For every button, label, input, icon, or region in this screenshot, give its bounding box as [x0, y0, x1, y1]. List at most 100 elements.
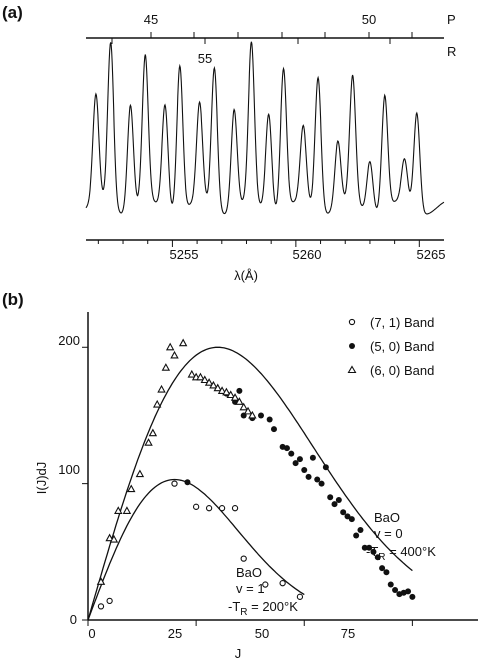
- data-point-open-triangle: [209, 380, 218, 389]
- p-tick-label: 50: [362, 12, 376, 27]
- p-tick-label: 45: [144, 12, 158, 27]
- data-point-open-triangle: [248, 410, 257, 419]
- legend-marker-open-circle: [348, 318, 356, 326]
- data-point-filled-circle: [370, 548, 377, 555]
- data-point-filled-circle: [314, 476, 321, 483]
- panel-b-label: (b): [2, 290, 24, 309]
- x-tick-label: 5255: [170, 247, 199, 262]
- data-point-filled-circle: [353, 532, 360, 539]
- r-tick-label: 55: [198, 51, 212, 66]
- data-point-filled-circle: [266, 416, 273, 423]
- data-point-open-triangle: [105, 533, 114, 542]
- data-point-filled-circle: [366, 544, 373, 551]
- data-point-filled-circle: [258, 412, 264, 419]
- data-point-filled-circle: [236, 387, 243, 394]
- data-point-open-triangle: [127, 484, 136, 493]
- data-point-filled-circle: [335, 497, 342, 503]
- data-point-filled-circle: [301, 467, 308, 473]
- curve-v0: [87, 346, 413, 621]
- data-point-open-triangle: [122, 506, 132, 514]
- annotation-line: BaO: [236, 565, 262, 580]
- data-point-open-triangle: [148, 428, 158, 437]
- curve-v1: [87, 478, 305, 621]
- x-tick-label: 75: [341, 626, 355, 641]
- data-point-open-triangle: [144, 438, 153, 446]
- annotation-line: -TR = 400°K: [366, 544, 436, 563]
- data-point-open-triangle: [152, 399, 162, 408]
- y-axis-title: I(J)dJ: [34, 462, 49, 495]
- data-point-filled-circle: [340, 509, 347, 516]
- annotation-line: v = 0: [374, 526, 403, 541]
- data-point-filled-circle: [374, 554, 381, 561]
- data-points: [96, 338, 416, 610]
- y-tick-label: 100: [58, 462, 80, 477]
- data-point-open-triangle: [222, 387, 231, 396]
- data-point-filled-circle: [305, 473, 312, 480]
- data-point-filled-circle: [379, 565, 386, 572]
- data-point-open-triangle: [165, 342, 175, 351]
- data-point-open-triangle: [213, 383, 222, 392]
- data-point-open-circle: [171, 480, 178, 487]
- data-point-open-triangle: [161, 363, 171, 371]
- data-point-filled-circle: [348, 516, 355, 523]
- legend-marker-filled-circle: [349, 343, 355, 349]
- data-point-filled-circle: [405, 588, 412, 595]
- data-point-filled-circle: [361, 544, 368, 551]
- data-point-open-circle: [97, 603, 105, 610]
- axis-ticks: [82, 346, 413, 626]
- data-point-filled-circle: [327, 494, 334, 501]
- annotation-v1: BaO v = 1 -TR = 200°K: [228, 565, 298, 618]
- data-point-open-circle: [106, 597, 113, 605]
- data-point-open-triangle: [157, 384, 166, 393]
- x-axis-title: λ(Å): [234, 268, 258, 283]
- data-point-open-triangle: [230, 393, 240, 401]
- data-point-filled-circle: [392, 587, 399, 593]
- y-tick-label: 0: [70, 612, 77, 627]
- legend-label: (6, 0) Band: [370, 363, 434, 378]
- data-point-open-triangle: [226, 390, 235, 399]
- data-point-filled-circle: [309, 454, 316, 461]
- x-tick-label: 0: [88, 626, 95, 641]
- annotation-line: -TR = 200°K: [228, 599, 298, 618]
- data-point-filled-circle: [292, 460, 299, 467]
- data-point-filled-circle: [383, 569, 390, 576]
- legend-label: (7, 1) Band: [370, 315, 434, 330]
- data-point-open-circle: [218, 505, 226, 512]
- data-point-filled-circle: [270, 426, 277, 433]
- data-point-open-triangle: [235, 397, 244, 405]
- panel-b: (b) 0 100 200 0 25 50 75 I(J)dJ J (7, 1)…: [2, 290, 478, 661]
- data-point-open-triangle: [187, 369, 197, 378]
- data-point-filled-circle: [322, 464, 329, 471]
- data-point-open-triangle: [96, 577, 106, 585]
- data-point-filled-circle: [283, 445, 290, 452]
- data-point-open-triangle: [204, 378, 214, 386]
- data-point-filled-circle: [331, 501, 338, 508]
- data-point-open-triangle: [243, 406, 253, 415]
- data-point-open-triangle: [170, 350, 179, 359]
- top-scale-ticks: [111, 32, 413, 44]
- panel-a: (a) 45 50 55 P R 5255 5260 5265 λ(Å): [2, 3, 456, 283]
- data-point-filled-circle: [357, 527, 364, 533]
- data-point-open-circle: [279, 580, 286, 587]
- data-point-filled-circle: [387, 581, 394, 588]
- data-point-open-circle: [296, 593, 304, 600]
- data-point-open-triangle: [239, 402, 248, 411]
- data-point-filled-circle: [184, 479, 191, 486]
- annotation-line: v = 1: [236, 581, 265, 596]
- legend-label: (5, 0) Band: [370, 339, 434, 354]
- x-tick-label: 5265: [417, 247, 446, 262]
- data-point-open-triangle: [200, 375, 210, 384]
- x-tick-label: 5260: [293, 247, 322, 262]
- x-axis-ticks: [97, 240, 420, 247]
- data-point-open-triangle: [196, 372, 205, 381]
- legend-marker-open-triangle: [347, 365, 357, 374]
- legend: (7, 1) Band (5, 0) Band (6, 0) Band: [347, 315, 434, 378]
- data-point-open-triangle: [114, 506, 123, 514]
- x-tick-label: 50: [255, 626, 269, 641]
- data-point-open-circle: [192, 503, 200, 510]
- data-point-filled-circle: [288, 450, 295, 457]
- data-point-open-triangle: [217, 386, 227, 394]
- spectrum-trace: [85, 41, 445, 215]
- data-point-filled-circle: [318, 480, 325, 487]
- data-point-open-circle: [240, 555, 247, 562]
